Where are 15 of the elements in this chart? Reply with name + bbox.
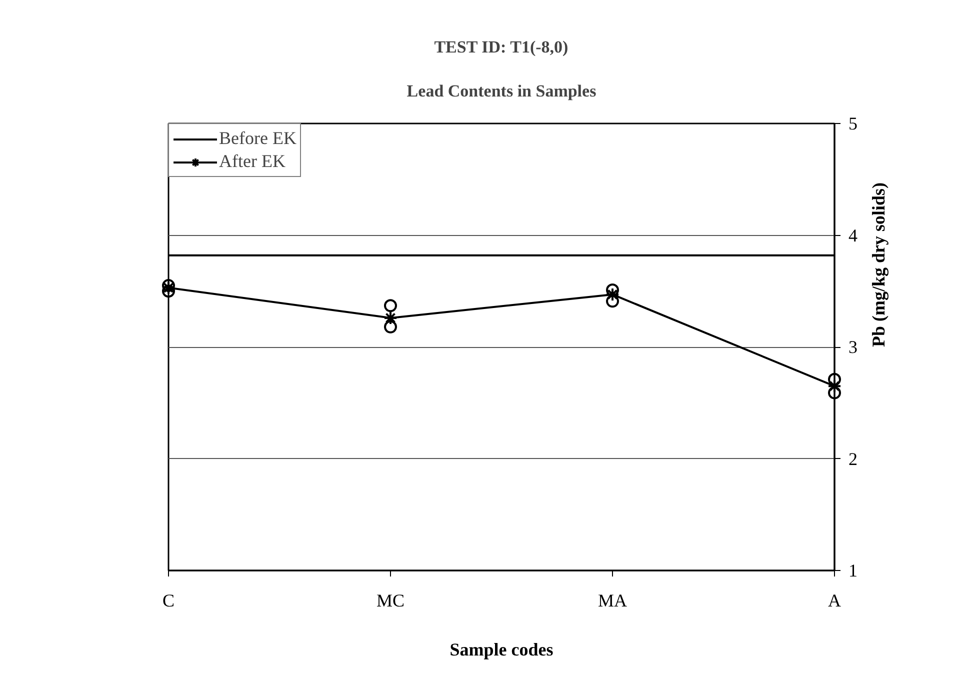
chart-title: TEST ID: T1(-8,0)	[434, 38, 568, 56]
x-axis-title: Sample codes	[450, 640, 554, 660]
x-tick-label: C	[162, 590, 175, 610]
x-tick-label: MA	[598, 590, 628, 610]
y-tick-label: 5	[848, 114, 858, 134]
legend-label: Before EK	[219, 128, 296, 149]
y-axis-title: Pb (mg/kg dry solids)	[868, 182, 888, 347]
legend-label: After EK	[219, 151, 286, 172]
x-tick-label: MC	[376, 590, 405, 610]
chart-subtitle: Lead Contents in Samples	[406, 82, 597, 100]
y-tick-label: 1	[848, 560, 858, 580]
y-tick-label: 4	[848, 225, 858, 246]
y-tick-label: 2	[848, 448, 858, 469]
x-tick-label: A	[828, 590, 841, 610]
y-tick-label: 3	[848, 337, 858, 357]
